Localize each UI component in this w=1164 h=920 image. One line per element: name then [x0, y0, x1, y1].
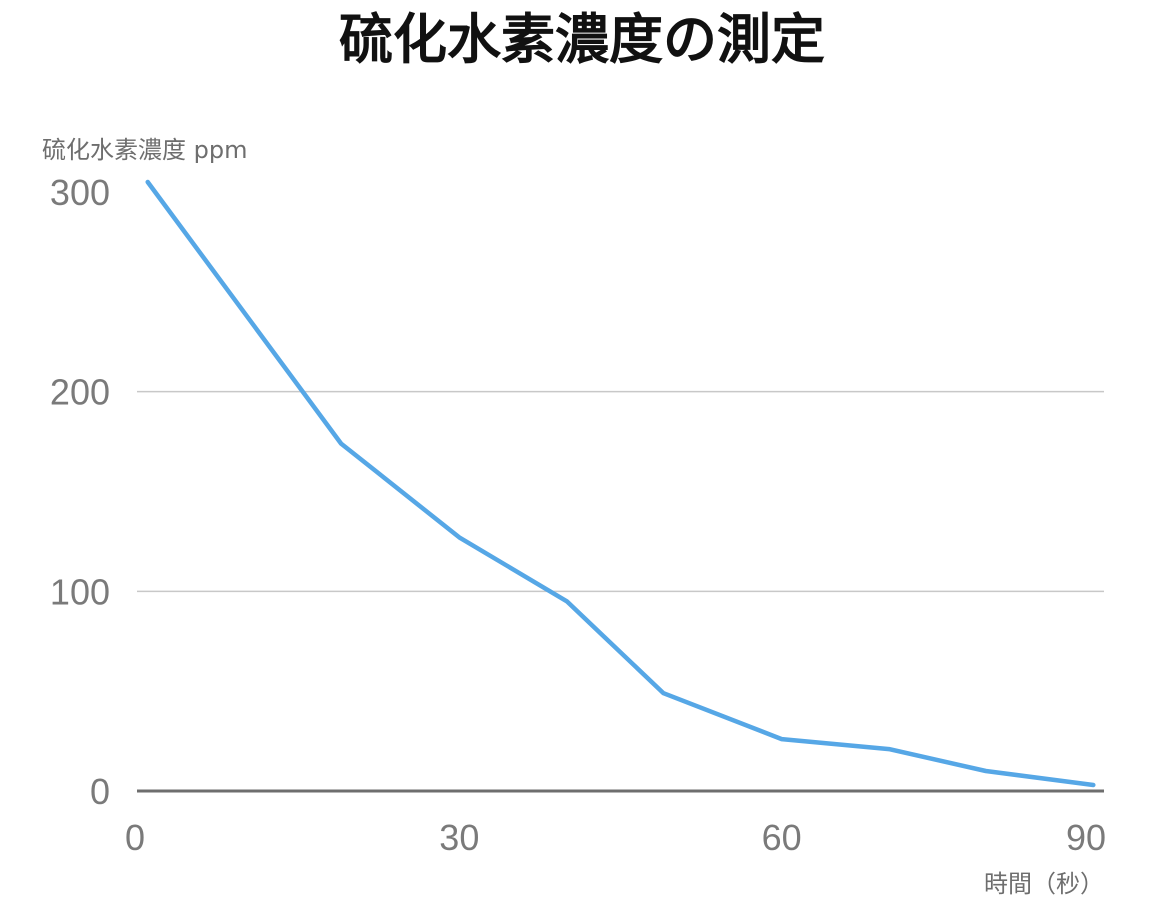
x-tick-label: 0	[125, 817, 145, 858]
y-tick-label: 100	[50, 571, 110, 612]
x-tick-label: 30	[439, 817, 479, 858]
y-tick-label: 0	[90, 771, 110, 812]
series-line-0	[145, 179, 1096, 788]
x-tick-labels: 0 30 60 90	[125, 817, 1106, 858]
x-tick-label: 90	[1066, 817, 1106, 858]
series-group	[145, 179, 1096, 788]
y-axis-label: 硫化水素濃度 ppm	[42, 136, 247, 164]
x-tick-label: 60	[762, 817, 802, 858]
grid-lines	[137, 390, 1104, 593]
chart-title: 硫化水素濃度の測定	[339, 8, 825, 71]
x-axis-label: 時間（秒）	[984, 870, 1104, 898]
y-tick-label: 200	[50, 372, 110, 413]
y-tick-label: 300	[50, 172, 110, 213]
y-tick-labels: 0 100 200 300	[50, 172, 110, 812]
